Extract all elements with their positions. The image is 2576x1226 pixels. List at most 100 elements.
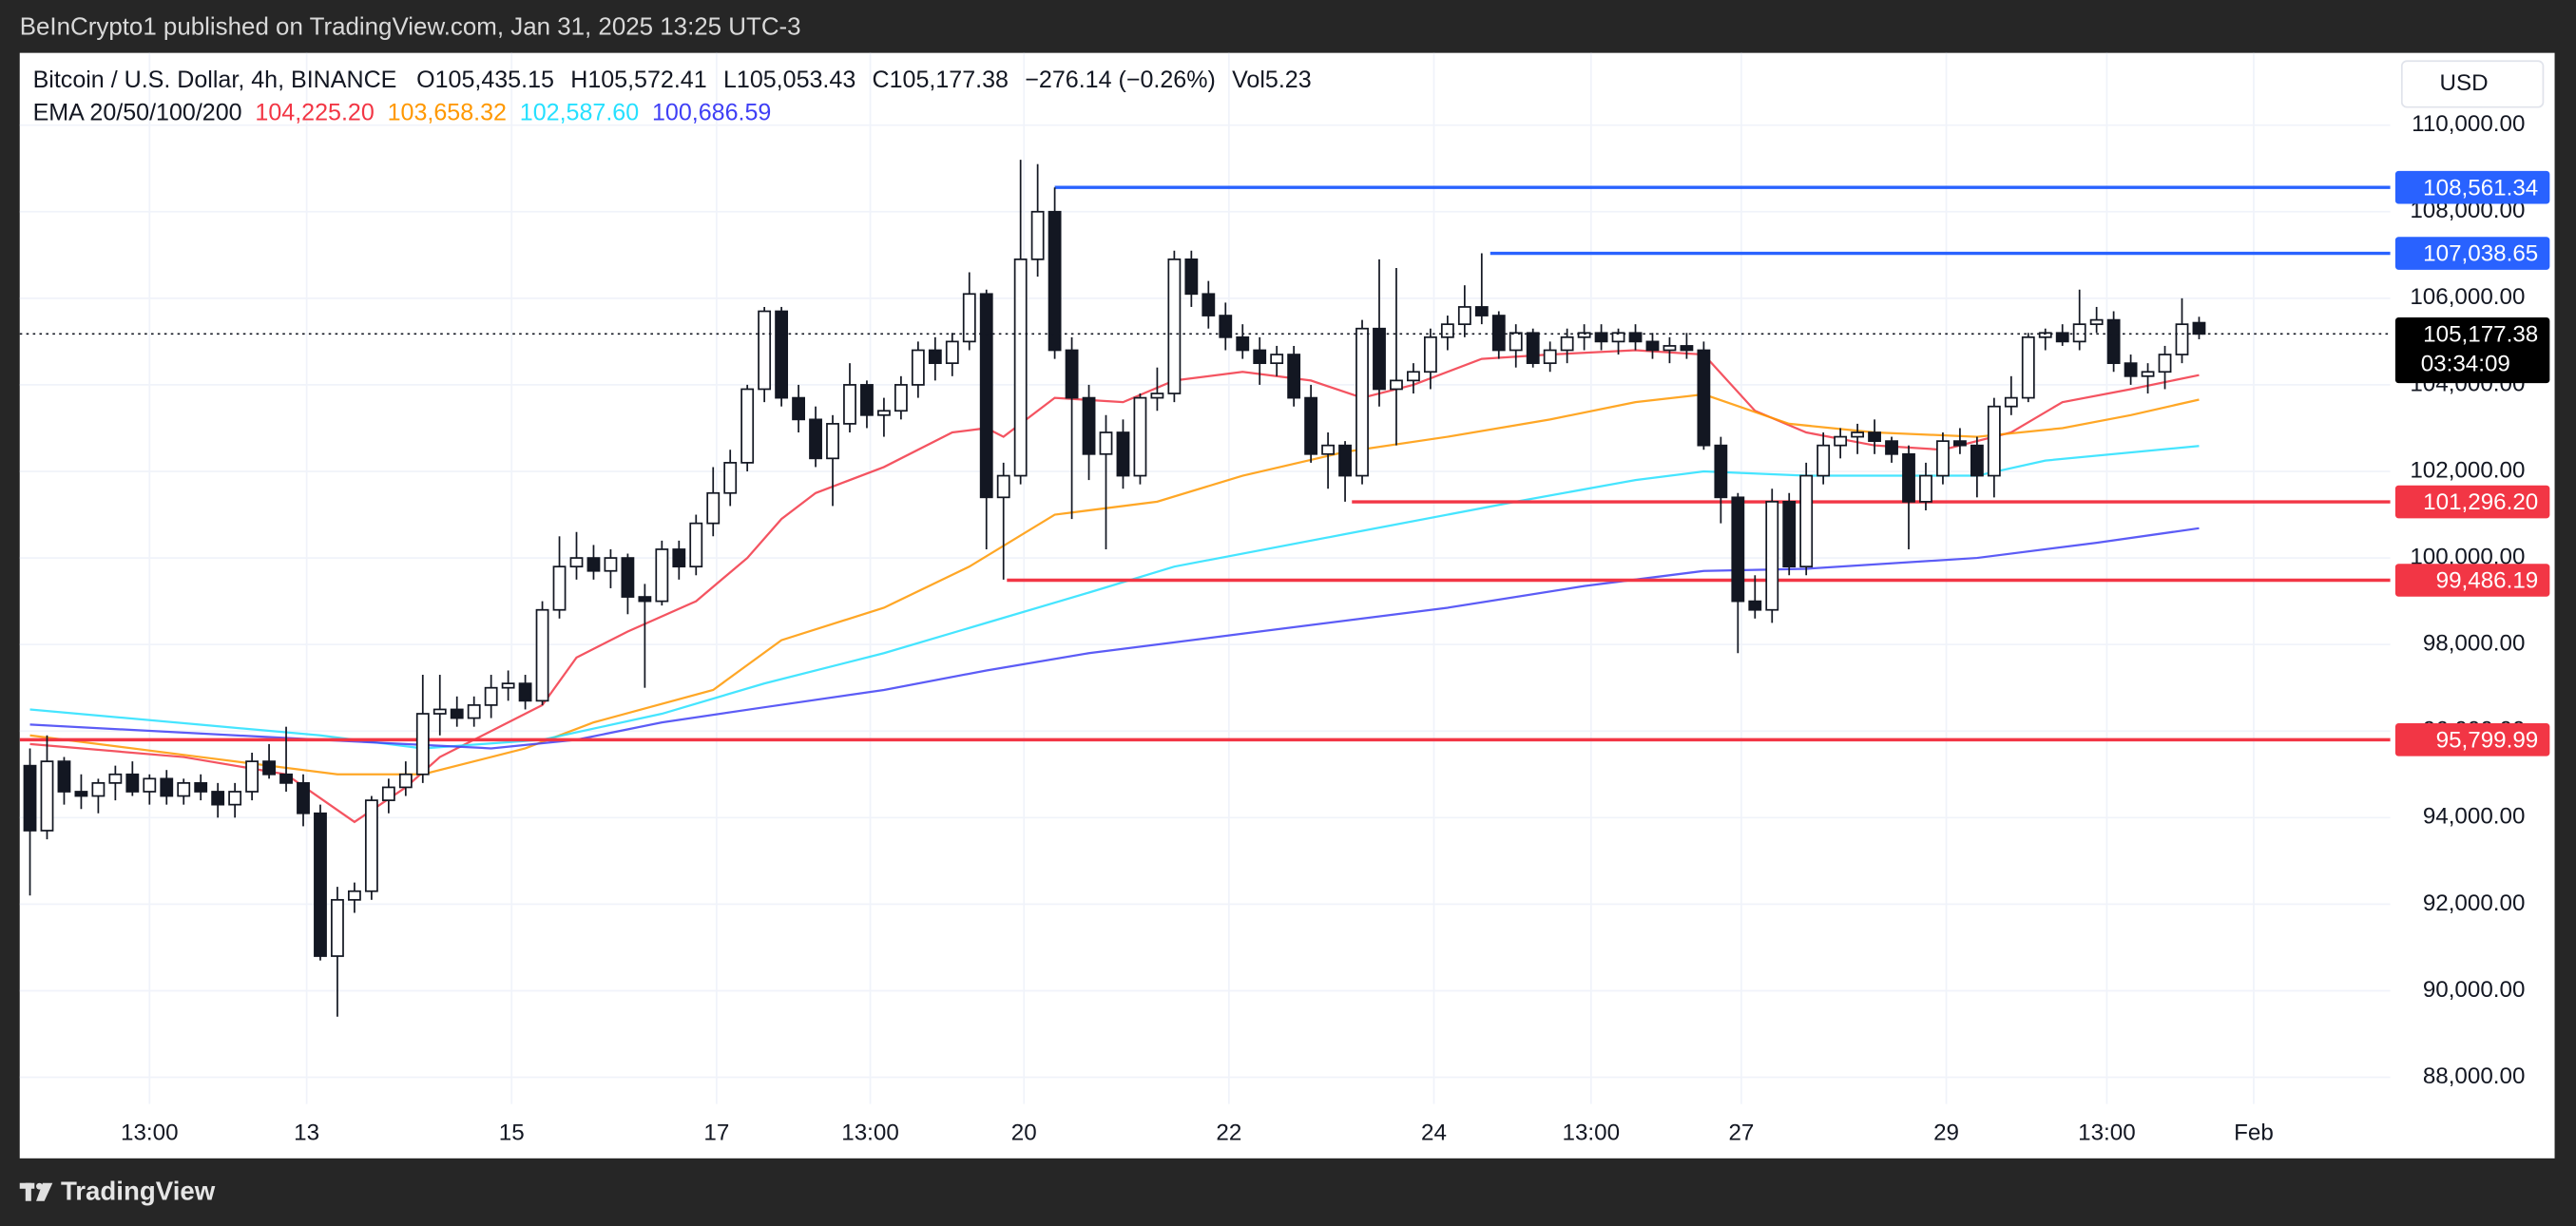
candle-body [911, 349, 925, 386]
candle-body [1457, 306, 1471, 326]
candle-body [1133, 396, 1147, 477]
candle-body [2124, 362, 2138, 377]
candle-body [194, 782, 208, 793]
candle-body [1697, 349, 1711, 447]
candle-body [1543, 349, 1557, 365]
candle-body [108, 773, 123, 784]
candle-body [877, 410, 891, 416]
price-change: −276.14 (−0.26%) [1025, 67, 1216, 93]
candle-body [621, 557, 635, 598]
candle-body [2175, 323, 2189, 355]
candle-body [1338, 444, 1352, 477]
candle-body [1817, 444, 1831, 477]
y-tick-label: 102,000.00 [2410, 457, 2525, 483]
candle-body [638, 596, 652, 603]
candle-body [1902, 452, 1915, 503]
plot-area [19, 52, 2391, 1104]
candle-body [1663, 345, 1677, 352]
currency-box[interactable] [2400, 60, 2545, 108]
candle-body [1390, 379, 1403, 391]
indicator-value: 104,225.20 [255, 99, 374, 125]
ohlc-value: 105,177.38 [890, 67, 1009, 93]
candle-body [450, 708, 464, 719]
candle-body [1065, 349, 1079, 399]
candle-body [1116, 431, 1130, 477]
candle-body [1304, 396, 1318, 455]
candle-body [1748, 600, 1762, 611]
level-price-box [2394, 485, 2550, 519]
candle-body [1560, 335, 1574, 352]
candle-body [331, 898, 344, 957]
candle-body [2106, 318, 2121, 365]
x-tick-label: 20 [1011, 1120, 1037, 1145]
candle-body [518, 682, 532, 702]
candle-body [586, 557, 601, 572]
candle-body [826, 423, 839, 460]
level-price-box [2394, 723, 2550, 757]
ema-line [29, 349, 2200, 824]
ema-line [29, 393, 2200, 776]
candle-body [262, 760, 276, 776]
candle-body [672, 548, 686, 568]
x-tick-label: 17 [703, 1120, 729, 1145]
candle-body [467, 704, 481, 719]
candle-body [1577, 332, 1591, 338]
y-tick-label: 88,000.00 [2423, 1063, 2526, 1089]
candle-body [1936, 440, 1950, 477]
x-tick-label: 13:00 [1563, 1120, 1621, 1145]
candle-body [1167, 258, 1182, 394]
level-price-label: 107,038.65 [2423, 241, 2538, 267]
candle-body [928, 349, 942, 365]
candle-body [245, 760, 260, 793]
y-tick-label: 90,000.00 [2423, 977, 2526, 1003]
candle-body [347, 890, 361, 901]
candle-body [2141, 371, 2155, 377]
level-price-box [2394, 237, 2550, 270]
candle-body [758, 310, 772, 391]
candle-body [2089, 318, 2104, 326]
currency-label: USD [2440, 70, 2489, 96]
candle-body [1407, 371, 1420, 382]
volume-key: Vol [1232, 67, 1265, 93]
candle-body [1013, 258, 1028, 477]
candle-body [1509, 332, 1523, 352]
candle-body [1150, 393, 1164, 399]
candle-body [552, 565, 567, 611]
x-tick-label: 24 [1421, 1120, 1447, 1145]
candle-body [1287, 354, 1301, 399]
footer-logo [19, 1182, 53, 1201]
candle-body [364, 799, 378, 892]
candle-body [2055, 332, 2069, 343]
candle-body [1270, 354, 1284, 365]
candle-body [228, 791, 242, 806]
candle-body [1048, 210, 1062, 352]
candle-body [74, 791, 88, 797]
candle-body [2021, 335, 2035, 399]
candle-body [1030, 210, 1045, 260]
candle-body [279, 773, 293, 784]
candle-body [2004, 396, 2018, 408]
candle-body [143, 777, 157, 793]
y-tick-label: 94,000.00 [2423, 804, 2526, 830]
candle-body [501, 682, 515, 689]
candle-body [398, 773, 413, 789]
candle-body [1236, 335, 1250, 352]
symbol-title: Bitcoin / U.S. Dollar, 4h, BINANCE [33, 67, 397, 93]
candle-body [1885, 440, 1898, 455]
candle-body [1799, 474, 1814, 568]
candle-body [860, 384, 874, 416]
candle-body [979, 293, 993, 499]
candle-body [740, 388, 755, 464]
candle-body [1491, 315, 1506, 352]
x-tick-label: 22 [1216, 1120, 1241, 1145]
candle-body [535, 608, 549, 702]
candle-body [1526, 332, 1540, 365]
x-tick-label: 27 [1728, 1120, 1754, 1145]
ohlc-key: O [416, 67, 434, 93]
x-tick-label: 15 [499, 1120, 525, 1145]
chart-panel [19, 52, 2555, 1159]
x-tick-label: 13:00 [121, 1120, 179, 1145]
bar-countdown: 03:34:09 [2421, 352, 2510, 377]
candle-body [1184, 258, 1199, 296]
